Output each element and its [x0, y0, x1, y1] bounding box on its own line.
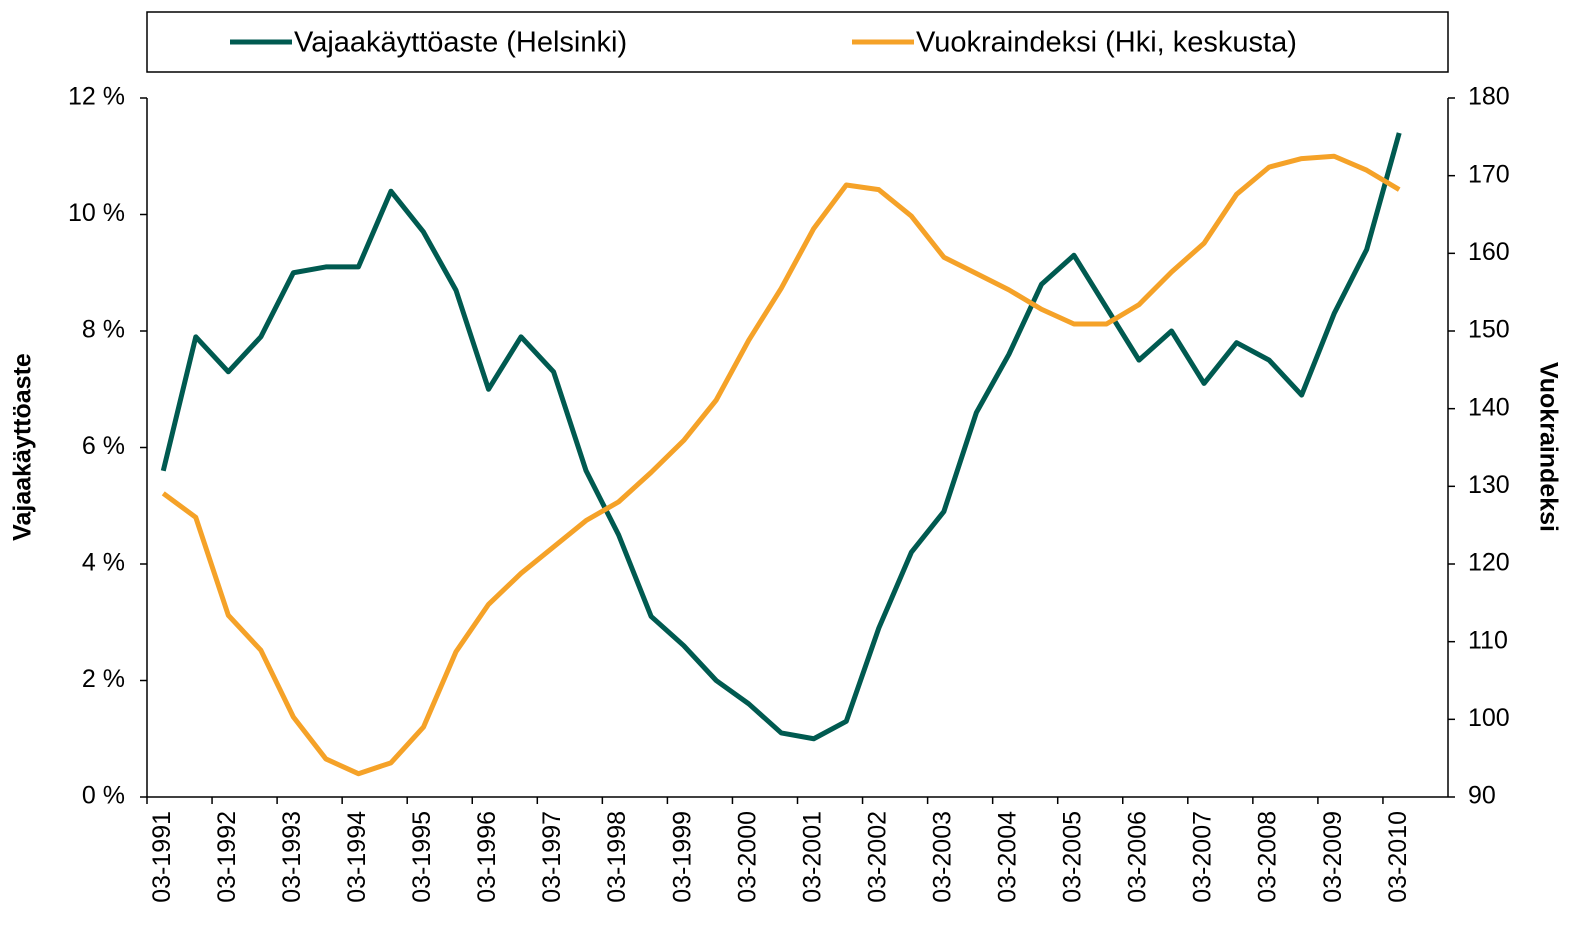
x-tick-label: 03-1995	[408, 811, 436, 903]
y2-tick-label: 140	[1468, 393, 1510, 421]
y2-tick-label: 160	[1468, 238, 1510, 266]
y2-tick-label: 100	[1468, 704, 1510, 732]
x-tick-label: 03-2010	[1384, 811, 1412, 903]
x-tick-label: 03-2001	[798, 811, 826, 903]
x-tick-label: 03-1993	[278, 811, 306, 903]
y-tick-label: 8 %	[82, 316, 125, 344]
y2-tick-label: 110	[1468, 626, 1508, 654]
y2-tick-label: 120	[1468, 549, 1510, 577]
y-tick-label: 12 %	[68, 83, 125, 111]
x-tick-label: 03-2005	[1059, 811, 1087, 903]
x-tick-label: 03-1991	[148, 811, 176, 903]
y-tick-label: 0 %	[82, 782, 125, 810]
x-tick-label: 03-1996	[473, 811, 501, 903]
x-tick-label: 03-2004	[994, 811, 1022, 903]
y2-axis-title: Vuokraindeksi	[1534, 362, 1562, 532]
y-axis-title: Vajaakäyttöaste	[9, 353, 37, 541]
y2-tick-label: 180	[1468, 83, 1510, 111]
series-line	[160, 132, 1402, 742]
x-tick-label: 03-2000	[733, 811, 761, 903]
y-tick-label: 6 %	[82, 432, 125, 460]
x-tick-label: 03-2002	[863, 811, 891, 903]
legend-box	[146, 11, 1449, 73]
x-tick-label: 03-1992	[213, 811, 241, 903]
y-tick-label: 2 %	[82, 665, 125, 693]
x-tick-label: 03-2003	[928, 811, 956, 903]
y2-tick-label: 130	[1468, 471, 1510, 499]
x-tick-label: 03-2009	[1319, 811, 1347, 903]
y-tick-label: 4 %	[82, 549, 125, 577]
x-tick-label: 03-2007	[1189, 811, 1217, 903]
y2-tick-label: 150	[1468, 316, 1510, 344]
legend-label: Vuokraindeksi (Hki, keskusta)	[916, 27, 1297, 59]
y2-tick-label: 90	[1468, 782, 1496, 810]
x-tick-label: 03-1994	[343, 811, 371, 903]
y2-tick-label: 170	[1468, 160, 1510, 188]
legend-label: Vajaakäyttöaste (Helsinki)	[294, 27, 627, 59]
series-line	[161, 153, 1401, 777]
x-tick-label: 03-1998	[603, 811, 631, 903]
y-tick-label: 10 %	[68, 199, 125, 227]
x-tick-label: 03-2006	[1124, 811, 1152, 903]
x-tick-label: 03-2008	[1254, 811, 1282, 903]
x-tick-label: 03-1997	[538, 811, 566, 903]
x-tick-label: 03-1999	[668, 811, 696, 903]
